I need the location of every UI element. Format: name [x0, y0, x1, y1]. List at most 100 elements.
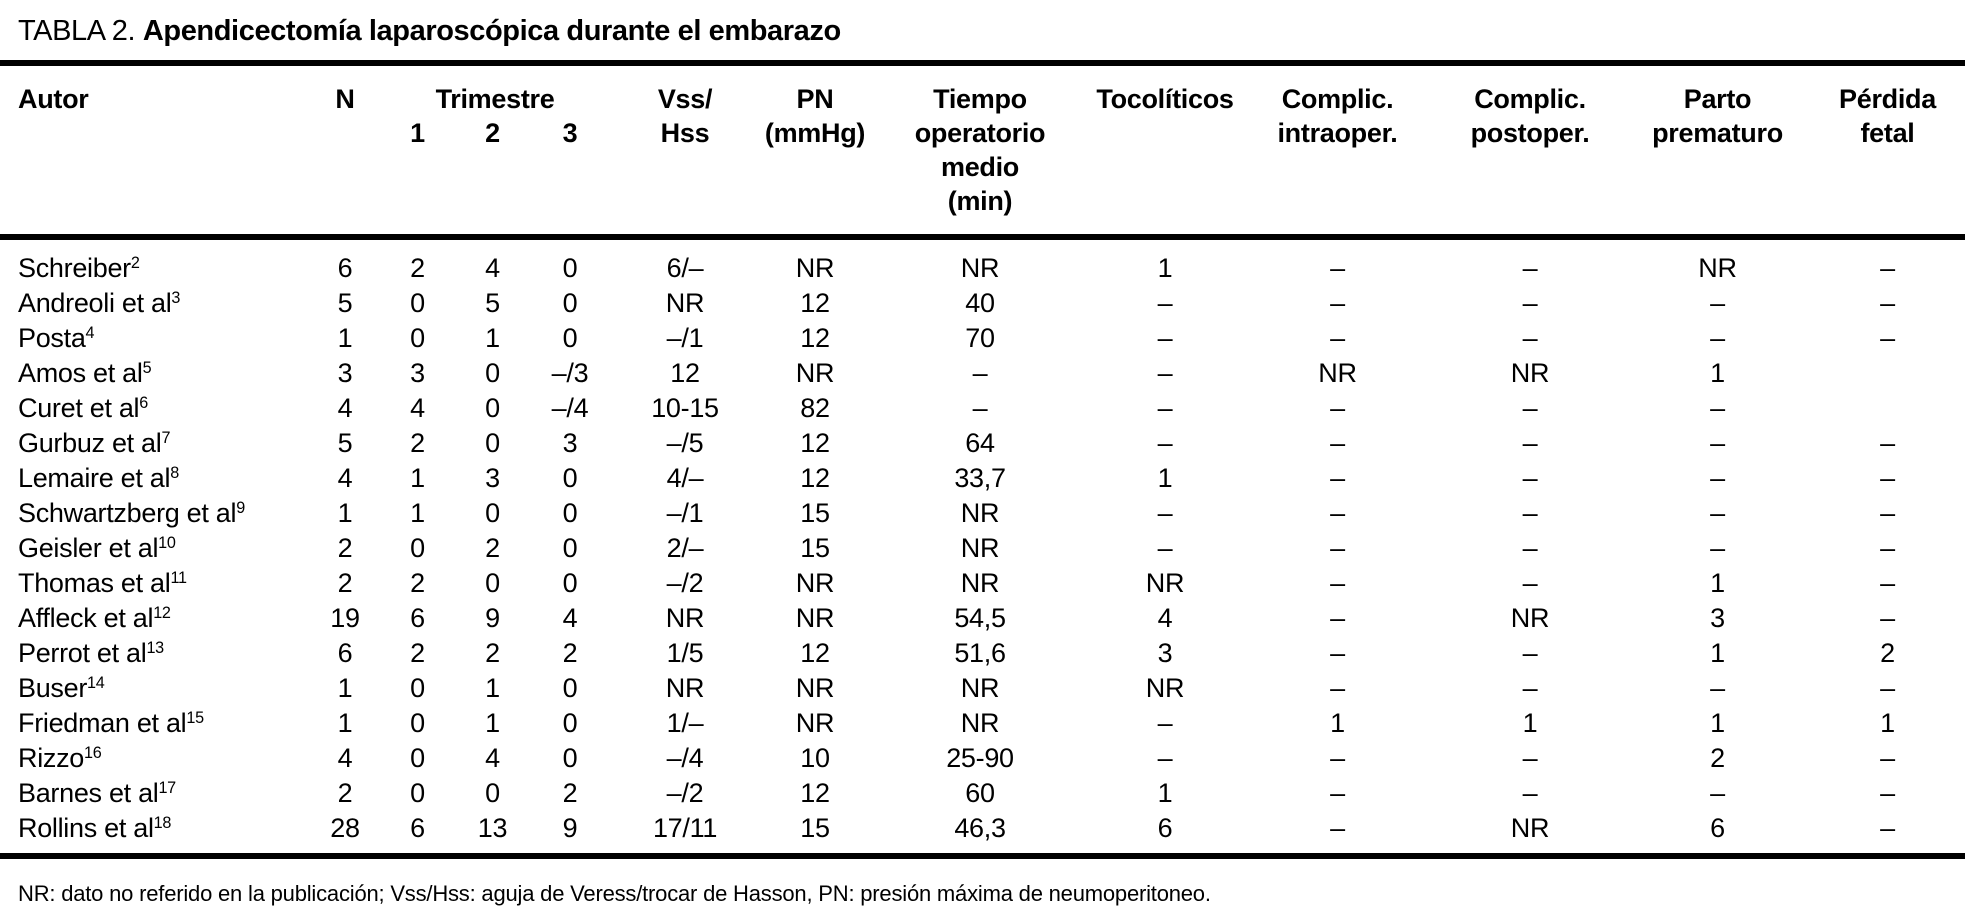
- table-cell: –: [1330, 393, 1345, 423]
- table-cell: 1: [1157, 463, 1173, 493]
- table-cell: –: [1522, 428, 1538, 458]
- author-reference-number: 13: [146, 639, 164, 658]
- table-cell: –: [1330, 498, 1345, 528]
- table-cell: –/2: [666, 778, 704, 808]
- table-cell: 13: [477, 813, 508, 843]
- table-cell: 3: [1157, 638, 1173, 668]
- table-row: Friedman et al15 1 0 1 0 1/– NR NR – 1 1 1 1: [0, 706, 1965, 741]
- table-cell: 19: [330, 603, 360, 633]
- table-cell: 1: [337, 498, 353, 528]
- table-cell: –: [1880, 743, 1895, 773]
- author-reference-number: 6: [139, 394, 148, 413]
- divider-top: [0, 60, 1965, 66]
- header-trimestre-subrow: 1 2 3: [380, 116, 610, 150]
- table-cell: 2: [485, 533, 500, 563]
- author-reference-number: 15: [186, 709, 204, 728]
- author-reference-number: 5: [142, 359, 152, 378]
- table-cell: 0: [562, 673, 578, 703]
- table-cell: –: [1330, 778, 1345, 808]
- table-cell: NR: [1145, 568, 1185, 598]
- table-cell: 40: [965, 288, 995, 318]
- table-cell: 0: [562, 323, 578, 353]
- table-cell: 0: [410, 533, 425, 563]
- table-cell: –: [1330, 673, 1345, 703]
- table-cell: 1: [1880, 708, 1895, 738]
- table-cell: 6: [337, 253, 353, 283]
- table-cell: –: [1330, 253, 1345, 283]
- table-body: Schreiber2 6 2 4 0 6/– NR NR 1– – NR – Andreoli et a…: [0, 251, 1965, 846]
- header-n: N: [335, 84, 355, 114]
- table-row: Geisler et al10 2 0 2 0 2/– 15 NR – – – – –: [0, 531, 1965, 566]
- author-reference-number: 11: [170, 569, 187, 588]
- author-reference-number: 9: [236, 499, 245, 518]
- table-cell: –/1: [666, 498, 704, 528]
- table-cell: 0: [485, 428, 500, 458]
- table-cell: 2: [337, 533, 353, 563]
- author-reference-number: 4: [85, 324, 95, 343]
- table-cell: NR: [665, 673, 705, 703]
- author-reference-number: 3: [171, 289, 181, 308]
- table-cell: –: [1522, 638, 1538, 668]
- table-cell: 1/5: [666, 638, 704, 668]
- table-cell: NR: [665, 603, 705, 633]
- author-cell: Barnes et al17: [0, 776, 310, 811]
- table-cell: –: [1880, 288, 1895, 318]
- author-reference-number: 8: [170, 464, 179, 483]
- author-cell: Rizzo16: [0, 741, 310, 776]
- table-cell: –: [1710, 288, 1725, 318]
- table-cell: 1: [1710, 708, 1725, 738]
- table-cell: 6: [1710, 813, 1725, 843]
- table-cell: 33,7: [954, 463, 1006, 493]
- table-cell: 0: [485, 498, 500, 528]
- author-cell: Friedman et al15: [0, 706, 310, 741]
- table-cell: 15: [800, 533, 830, 563]
- table-cell: –: [1522, 533, 1538, 563]
- author-cell: Amos et al5: [0, 356, 310, 391]
- author-name: Schreiber: [18, 253, 131, 283]
- author-name: Schwartzberg et al: [18, 498, 237, 528]
- header-pn: PN (mmHg): [764, 84, 866, 148]
- table-cell: 4: [337, 743, 353, 773]
- table-cell: 1: [485, 323, 500, 353]
- author-cell: Lemaire et al8: [0, 461, 310, 496]
- table-row: Posta4 1 0 1 0 –/1 12 70 – – – – –: [0, 321, 1965, 356]
- table-cell: 1: [337, 673, 353, 703]
- author-name: Curet et al: [18, 393, 140, 423]
- table-cell: NR: [1318, 358, 1357, 388]
- table-cell: 1: [337, 323, 353, 353]
- header-tiempo-operatorio: Tiempo operatorio medio (min): [914, 84, 1046, 216]
- table-cell: 2: [562, 778, 578, 808]
- table-cell: 1: [1710, 638, 1725, 668]
- header-trimestre-group: Trimestre 1 2 3: [380, 82, 610, 150]
- author-reference-number: 2: [130, 254, 140, 273]
- table-cell: 1: [1157, 253, 1173, 283]
- table-cell: NR: [1698, 253, 1737, 283]
- header-trimestre-2: 2: [485, 118, 500, 148]
- table-cell: –: [1880, 323, 1895, 353]
- table-cell: 3: [485, 463, 500, 493]
- table-cell: 10-15: [651, 393, 719, 423]
- table-row: Amos et al5 3 3 0 –/3 12 NR – – NR NR 1: [0, 356, 1965, 391]
- table-cell: 1: [410, 498, 425, 528]
- table-cell: 0: [410, 778, 425, 808]
- table-cell: 4: [562, 603, 578, 633]
- author-cell: Schwartzberg et al9: [0, 496, 310, 531]
- author-cell: Schreiber2: [0, 251, 310, 286]
- table-cell: [1810, 391, 1965, 426]
- table-cell: 4: [485, 743, 500, 773]
- table-cell: –: [1880, 463, 1895, 493]
- table-cell: 1/–: [666, 708, 704, 738]
- header-trimestre-1: 1: [410, 118, 425, 148]
- table-cell: 2: [337, 568, 353, 598]
- author-name: Amos et al: [18, 358, 143, 388]
- header-complic-postoper: Complic. postoper.: [1470, 84, 1590, 148]
- table-cell: 0: [410, 323, 425, 353]
- author-name: Buser: [18, 673, 88, 703]
- table-cell: –: [1330, 638, 1345, 668]
- author-reference-number: 16: [84, 744, 102, 763]
- table-cell: 0: [562, 498, 578, 528]
- table-cell: –/3: [551, 358, 589, 388]
- header-perdida-fetal: Pérdida fetal: [1839, 84, 1936, 148]
- author-cell: Gurbuz et al7: [0, 426, 310, 461]
- table-cell: –/4: [666, 743, 704, 773]
